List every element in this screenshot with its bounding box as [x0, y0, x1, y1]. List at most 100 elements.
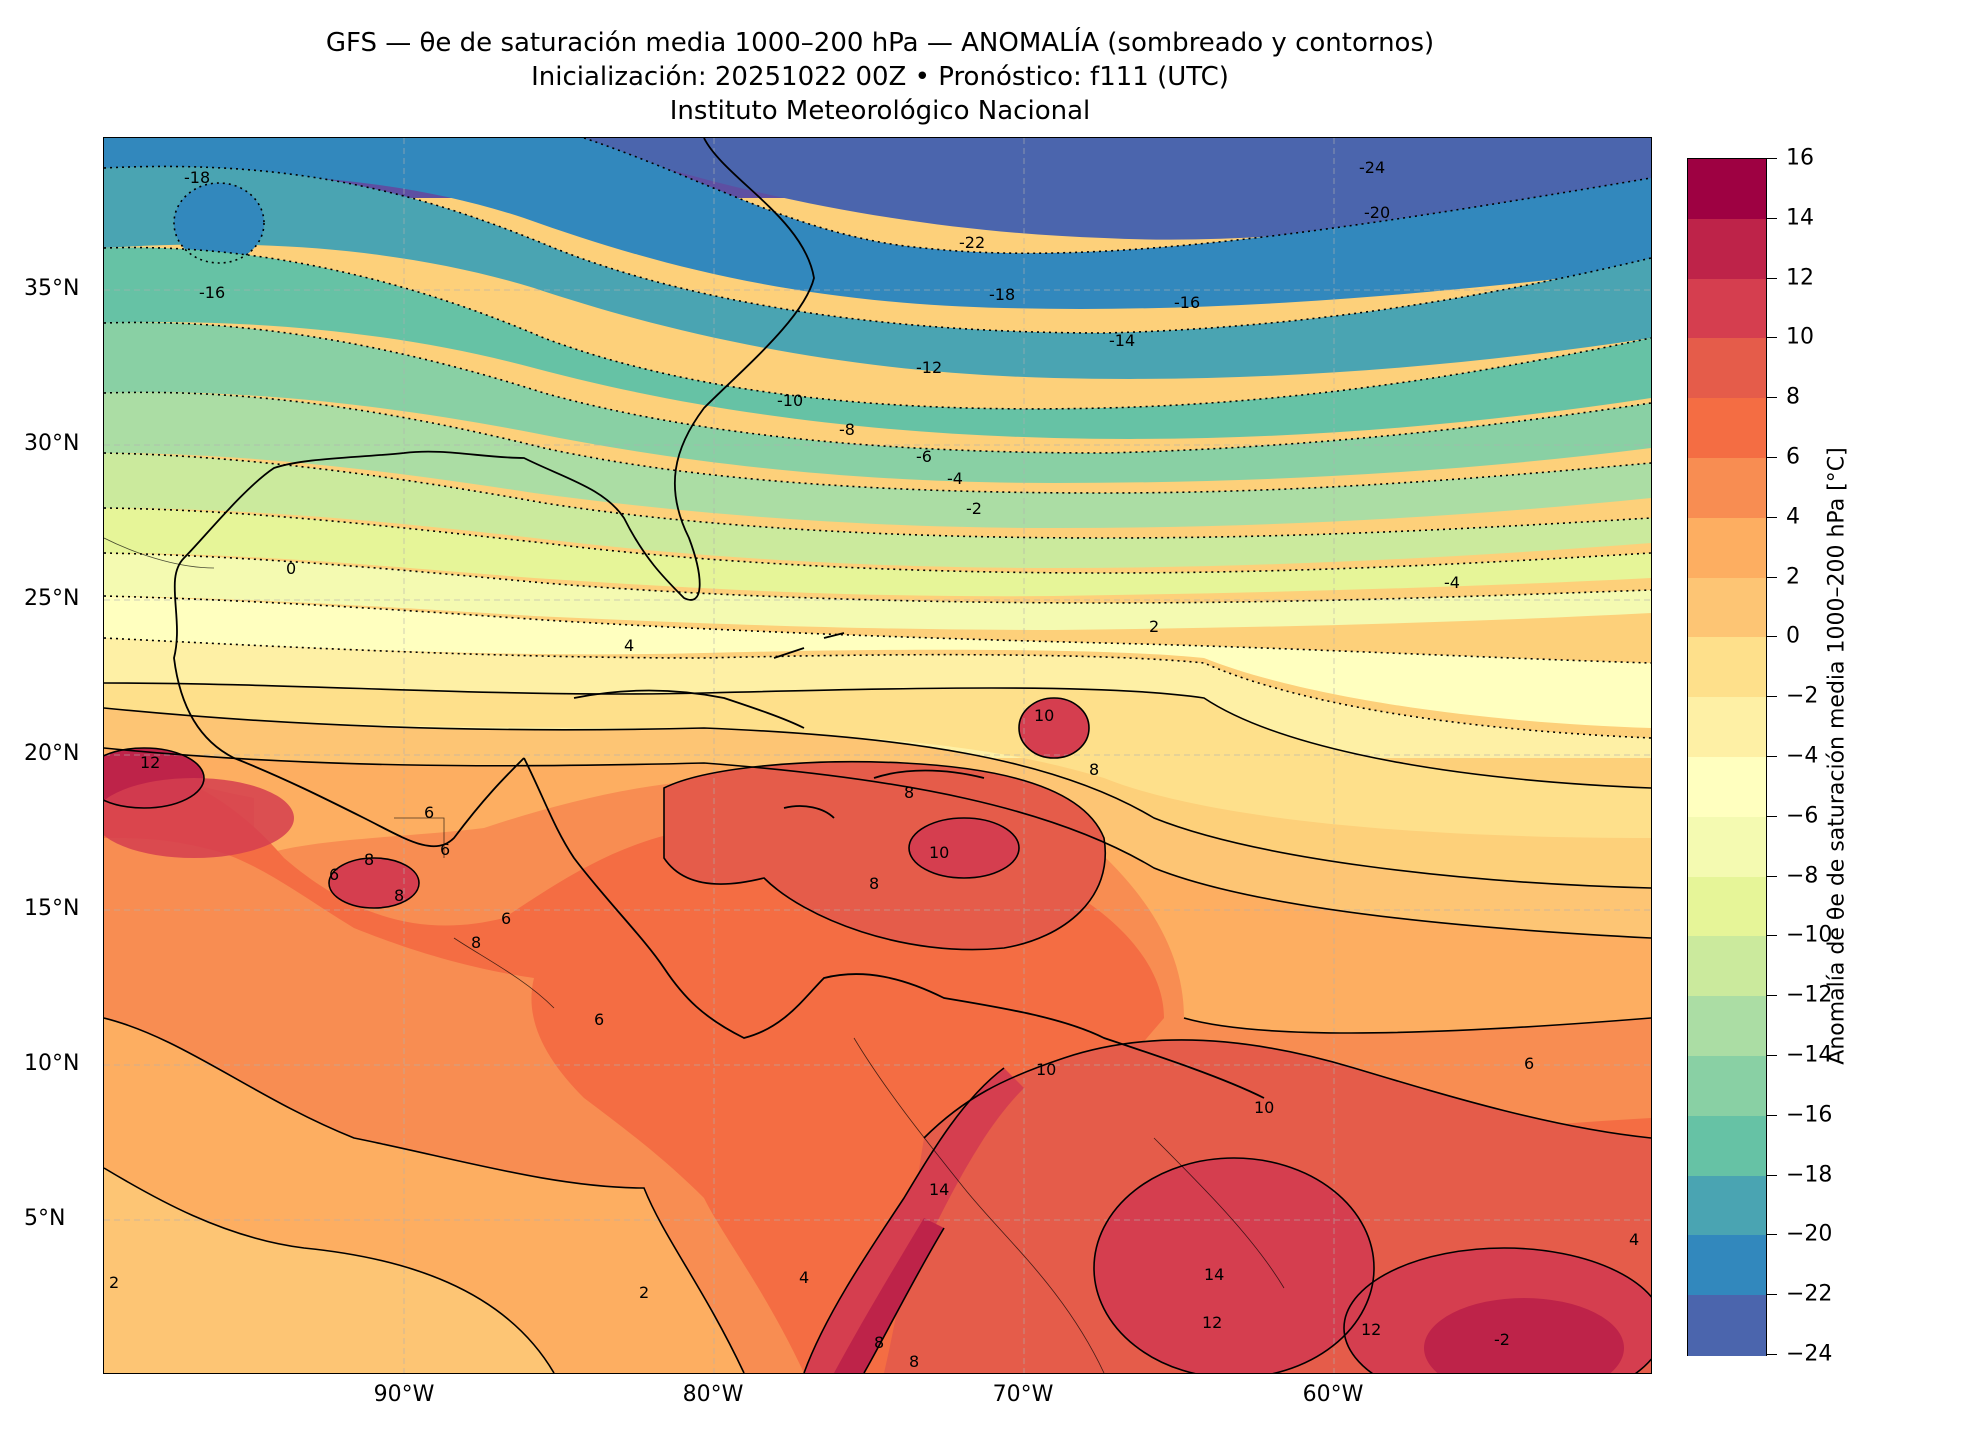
- colorbar-tick-label: −16: [1786, 1102, 1833, 1128]
- lat-label: 20°N: [24, 741, 80, 766]
- colorbar-tick-mark: [1767, 696, 1777, 698]
- lat-label: 5°N: [24, 1206, 66, 1231]
- colorbar-tick-label: −18: [1786, 1162, 1833, 1188]
- colorbar-tick-mark: [1767, 636, 1777, 638]
- lon-label: 60°W: [1302, 1382, 1364, 1407]
- colorbar-tick-label: 0: [1786, 623, 1800, 649]
- clabel: 6: [440, 840, 450, 859]
- band-minus18: [104, 166, 1651, 379]
- colorbar-tick-mark: [1767, 756, 1777, 757]
- colorbar-tick-label: −4: [1786, 743, 1819, 769]
- clabel: 8: [874, 1333, 884, 1352]
- colorbar-tick-mark: [1767, 815, 1777, 817]
- positive-contours: [104, 682, 1651, 1373]
- colorbar-tick-label: −20: [1786, 1221, 1833, 1247]
- colorbar-tick-label: 8: [1786, 384, 1800, 410]
- lon-label: 80°W: [682, 1382, 744, 1407]
- colorbar-segment: [1688, 517, 1766, 579]
- clabel: 10: [929, 843, 949, 862]
- clabel: 10: [1254, 1098, 1274, 1117]
- band-10-centralamerica: [329, 858, 419, 908]
- band-0: [104, 683, 1651, 838]
- colorbar-segment: [1688, 637, 1766, 698]
- band-12-south: [1094, 1158, 1374, 1373]
- colorbar-tick-label: 12: [1786, 265, 1814, 291]
- clabel: 14: [929, 1180, 949, 1199]
- lat-label: 35°N: [24, 276, 80, 301]
- band-12-jamaica-east: [909, 818, 1019, 878]
- lat-label: 25°N: [24, 586, 80, 611]
- clabel: -22: [959, 233, 985, 252]
- colorbar-segment: [1688, 159, 1766, 220]
- band-10-caribbean: [664, 761, 1106, 950]
- anomaly-map: -24 -22 -20 -18 -18 -16 -16 -14 -12 -10 …: [104, 138, 1651, 1373]
- map-panel: -24 -22 -20 -18 -18 -16 -16 -14 -12 -10 …: [103, 137, 1652, 1374]
- lat-label: 30°N: [24, 431, 80, 456]
- colorbar-tick-mark: [1767, 217, 1777, 219]
- colorbar-tick-mark: [1767, 1114, 1777, 1116]
- colorbar-tick-label: −22: [1786, 1281, 1833, 1307]
- colorbar-tick-mark: [1767, 1294, 1777, 1296]
- clabel: -2: [966, 499, 982, 518]
- colorbar-tick-label: −6: [1786, 803, 1819, 829]
- colorbar-tick-label: −2: [1786, 683, 1819, 709]
- colorbar-tick-label: 2: [1786, 564, 1800, 590]
- colorbar-segment: [1688, 816, 1766, 878]
- colorbar-tick-mark: [1767, 397, 1777, 399]
- band-14-southeast: [1424, 1298, 1624, 1373]
- clabel: 8: [1089, 760, 1099, 779]
- clabel: -18: [989, 285, 1015, 304]
- negative-contours: [104, 138, 1651, 739]
- colorbar-segment: [1688, 936, 1766, 997]
- clabel: 8: [471, 933, 481, 952]
- lon-label: 90°W: [373, 1382, 435, 1407]
- clabel: -16: [1174, 293, 1200, 312]
- colorbar-tick-label: −10: [1786, 922, 1833, 948]
- colorbar-segment: [1688, 1295, 1766, 1356]
- colorbar-tick-label: −14: [1786, 1042, 1833, 1068]
- clabel: -14: [1109, 331, 1135, 350]
- band-minus14: [104, 322, 1651, 483]
- clabel: 8: [904, 783, 914, 802]
- clabel: 0: [286, 559, 296, 578]
- clabel: 8: [909, 1352, 919, 1371]
- clabel: 2: [109, 1273, 119, 1292]
- colorbar-segment: [1688, 1175, 1766, 1236]
- clabel: 12: [140, 753, 160, 772]
- clabel: 10: [1036, 1060, 1056, 1079]
- clabel: -6: [916, 447, 932, 466]
- clabel: -12: [916, 358, 942, 377]
- band-minus4: [104, 596, 1651, 728]
- colorbar-tick-label: 10: [1786, 324, 1814, 350]
- colorbar-tick-mark: [1767, 337, 1777, 339]
- clabel: 10: [1034, 706, 1054, 725]
- colorbar-tick-mark: [1767, 277, 1777, 279]
- clabel: 8: [394, 886, 404, 905]
- colorbar-segment: [1688, 697, 1766, 758]
- colorbar-tick-label: 6: [1786, 444, 1800, 470]
- cold-core-gulf-north: [174, 183, 264, 263]
- band-minus10: [104, 453, 1651, 568]
- colorbar-segment: [1688, 577, 1766, 638]
- figure-title: GFS — θe de saturación media 1000–200 hP…: [325, 28, 1435, 58]
- colorbar-segment: [1688, 1115, 1766, 1177]
- colorbar-tick-mark: [1767, 995, 1777, 997]
- colorbar-tick-label: 14: [1786, 205, 1814, 231]
- colorbar-title: Anomalía de θe de saturación media 1000–…: [1824, 447, 1850, 1065]
- clabel: 12: [1361, 1320, 1381, 1339]
- band-minus8: [104, 508, 1651, 597]
- band-minus20: [104, 138, 1651, 309]
- clabel: -16: [199, 283, 225, 302]
- colorbar-tick-label: 4: [1786, 504, 1800, 530]
- band-10-mexico: [104, 778, 294, 858]
- colorbar-segment: [1688, 218, 1766, 280]
- colorbar-tick-mark: [1767, 516, 1777, 518]
- colorbar-segment: [1688, 458, 1766, 519]
- lat-label: 10°N: [24, 1051, 80, 1076]
- colorbar-segment: [1688, 876, 1766, 937]
- lat-label: 15°N: [24, 896, 80, 921]
- colorbar-segment: [1688, 1235, 1766, 1296]
- colorbar-tick-mark: [1767, 158, 1777, 159]
- colorbar-tick-mark: [1767, 576, 1777, 578]
- colorbar-segment: [1688, 996, 1766, 1057]
